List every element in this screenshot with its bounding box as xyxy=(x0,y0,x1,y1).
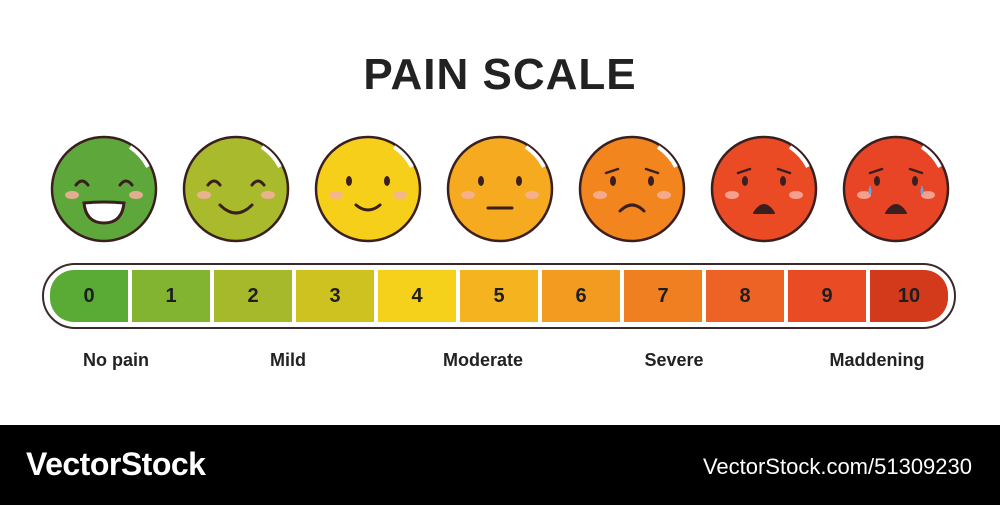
scale-cell-0: 0 xyxy=(50,270,128,322)
scale-cell-2: 2 xyxy=(214,270,292,322)
label-mild: Mild xyxy=(270,350,306,370)
face-5-neutral-icon xyxy=(444,133,556,245)
label-maddening: Maddening xyxy=(829,350,925,370)
pain-scale-bar: 0 1 2 3 4 5 6 7 8 9 10 xyxy=(42,263,956,329)
face-10-crying-icon xyxy=(840,133,952,245)
brand-logo: VectorStock xyxy=(26,446,206,482)
footer-bar: VectorStock VectorStock.com/51309230 xyxy=(0,425,1000,505)
label-moderate: Moderate xyxy=(442,350,523,370)
scale-cell-1: 1 xyxy=(132,270,210,322)
scale-cell-7: 7 xyxy=(624,270,702,322)
scale-cell-3: 3 xyxy=(296,270,374,322)
scale-cell-6: 6 xyxy=(542,270,620,322)
scale-cell-5: 5 xyxy=(460,270,538,322)
footer-url: VectorStock.com/51309230 xyxy=(702,454,972,479)
scale-labels: No pain Mild Moderate Severe Maddening xyxy=(0,350,1000,374)
scale-cells: 0 1 2 3 4 5 6 7 8 9 10 xyxy=(50,270,948,322)
scale-cell-4: 4 xyxy=(378,270,456,322)
scale-cell-10: 10 xyxy=(870,270,948,322)
label-severe: Severe xyxy=(644,350,704,370)
face-2-happy-icon xyxy=(180,133,292,245)
face-0-laughing-icon xyxy=(48,133,160,245)
faces-row xyxy=(0,133,1000,245)
face-4-smile-icon xyxy=(312,133,424,245)
label-no-pain: No pain xyxy=(83,350,149,370)
face-8-distressed-icon xyxy=(708,133,820,245)
scale-cell-9: 9 xyxy=(788,270,866,322)
scale-cell-8: 8 xyxy=(706,270,784,322)
page-title: PAIN SCALE xyxy=(363,50,637,99)
face-6-sad-icon xyxy=(576,133,688,245)
